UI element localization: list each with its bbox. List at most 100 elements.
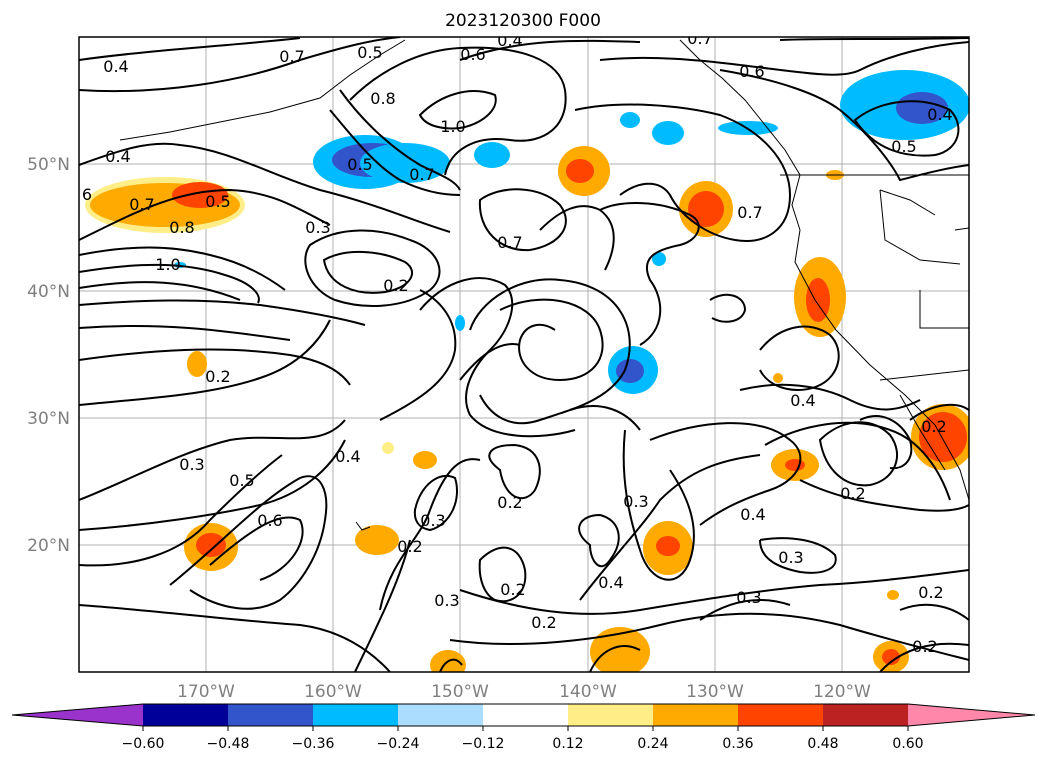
contour-label: 0.3 bbox=[179, 455, 204, 474]
contour-label: 0.4 bbox=[103, 57, 128, 76]
contour-label: 0.2 bbox=[918, 583, 943, 602]
contour-label: 0.5 bbox=[347, 155, 372, 174]
coastline-misc bbox=[954, 227, 969, 231]
colorbar-segment bbox=[823, 704, 909, 726]
colorbar-segment bbox=[568, 704, 654, 726]
contour-label: 0.2 bbox=[397, 537, 422, 556]
contour-line bbox=[578, 513, 620, 568]
contour-line bbox=[79, 263, 260, 304]
contour-label: 0.4 bbox=[598, 573, 623, 592]
contour-line bbox=[574, 103, 792, 242]
colorbar: −0.60 −0.48 −0.36 −0.24 −0.12 0.12 0.24 … bbox=[11, 703, 1036, 752]
contour-line bbox=[459, 39, 641, 61]
latitude-labels: 50°N 40°N 30°N 20°N bbox=[27, 155, 70, 556]
contour-line bbox=[169, 475, 328, 610]
contour-line bbox=[853, 100, 960, 157]
contour-label: 0.7 bbox=[497, 233, 522, 252]
contour-label: 0.4 bbox=[105, 147, 130, 166]
contour-line bbox=[413, 474, 458, 532]
contour-line bbox=[439, 658, 463, 672]
contour-label: 0.5 bbox=[229, 471, 254, 490]
state-borders bbox=[879, 189, 969, 329]
contour-line bbox=[499, 298, 604, 382]
contour-line bbox=[539, 205, 615, 271]
contour-lines bbox=[79, 37, 969, 672]
contour-line bbox=[79, 188, 331, 241]
contour-line bbox=[779, 37, 969, 41]
contour-label: 0.6 bbox=[257, 511, 282, 530]
contour-line bbox=[79, 419, 346, 501]
positive-patches bbox=[85, 146, 969, 672]
contour-line bbox=[899, 603, 969, 621]
colorbar-tick-label: −0.60 bbox=[122, 736, 165, 752]
contour-line bbox=[759, 325, 840, 391]
lat-label-40n: 40°N bbox=[27, 282, 70, 302]
contour-label: 0.4 bbox=[335, 447, 360, 466]
contour-label: 1.0 bbox=[440, 117, 465, 136]
contour-label: 0.7 bbox=[409, 165, 434, 184]
colorbar-tick-label: −0.48 bbox=[207, 736, 250, 752]
contour-labels: 0.4 0.7 0.5 0.6 0.4 0.7 0.6 0.4 0.8 1.0 … bbox=[82, 31, 953, 656]
colorbar-segment bbox=[738, 704, 824, 726]
colorbar-tick-label: 0.36 bbox=[722, 736, 753, 752]
contour-label: 0.3 bbox=[778, 548, 803, 567]
lon-label-130w: 130°W bbox=[686, 682, 744, 702]
map-area: 0.4 0.7 0.5 0.6 0.4 0.7 0.6 0.4 0.8 1.0 … bbox=[78, 31, 970, 673]
contour-line bbox=[304, 229, 441, 307]
contour-line bbox=[79, 246, 286, 291]
colorbar-extend-high bbox=[908, 704, 1035, 726]
colorbar-extend-low bbox=[12, 704, 143, 726]
contour-line bbox=[79, 37, 301, 61]
contour-label: 0.3 bbox=[305, 218, 330, 237]
colorbar-tick-label: 0.48 bbox=[807, 736, 838, 752]
contour-line bbox=[354, 539, 411, 672]
contour-label: 0.2 bbox=[497, 493, 522, 512]
contour-label: 0.3 bbox=[736, 588, 761, 607]
contour-line bbox=[764, 421, 951, 501]
lon-label-160w: 160°W bbox=[304, 682, 362, 702]
lon-label-170w: 170°W bbox=[177, 682, 235, 702]
contour-label: 0.3 bbox=[623, 492, 648, 511]
coastline-aleutians bbox=[119, 39, 406, 141]
colorbar-tick-label: −0.24 bbox=[377, 736, 420, 752]
contour-line bbox=[799, 479, 969, 512]
contour-line bbox=[322, 251, 413, 294]
contour-line bbox=[459, 569, 969, 615]
coastline-north-america bbox=[679, 39, 969, 501]
colorbar-tick-label: −0.12 bbox=[462, 736, 505, 752]
colorbar-tick-label: −0.36 bbox=[292, 736, 335, 752]
colorbar-segment bbox=[143, 704, 229, 726]
contour-label: 0.4 bbox=[497, 31, 522, 50]
contour-label: 0.4 bbox=[927, 105, 952, 124]
contour-line bbox=[739, 383, 921, 411]
contour-line bbox=[79, 37, 401, 93]
lon-label-120w: 120°W bbox=[813, 682, 871, 702]
contour-label: 0.3 bbox=[420, 511, 445, 530]
contour-line bbox=[349, 46, 567, 176]
contour-label: 1.0 bbox=[155, 255, 180, 274]
contour-label: 0.8 bbox=[370, 89, 395, 108]
contour-line bbox=[79, 281, 241, 301]
negative-patch-small bbox=[174, 112, 778, 331]
colorbar-tick-label: 0.60 bbox=[892, 736, 923, 752]
lat-label-20n: 20°N bbox=[27, 536, 70, 556]
contour-line bbox=[589, 645, 641, 672]
contour-line bbox=[379, 289, 457, 421]
contour-label: 0.6 bbox=[460, 45, 485, 64]
colorbar-tick-label: 0.12 bbox=[552, 736, 583, 752]
contour-line bbox=[79, 142, 451, 233]
contour-label: 0.2 bbox=[383, 276, 408, 295]
contour-label: 0.2 bbox=[921, 417, 946, 436]
contour-line bbox=[599, 202, 700, 346]
contour-line bbox=[419, 277, 576, 438]
contour-line bbox=[79, 319, 331, 406]
colorbar-segment bbox=[653, 704, 739, 726]
contour-line bbox=[759, 537, 837, 574]
contour-line bbox=[79, 348, 351, 386]
contour-line bbox=[909, 403, 969, 421]
lon-label-140w: 140°W bbox=[559, 682, 617, 702]
contour-line bbox=[699, 599, 791, 621]
colorbar-segment bbox=[398, 704, 484, 726]
contour-label: 0.2 bbox=[500, 580, 525, 599]
